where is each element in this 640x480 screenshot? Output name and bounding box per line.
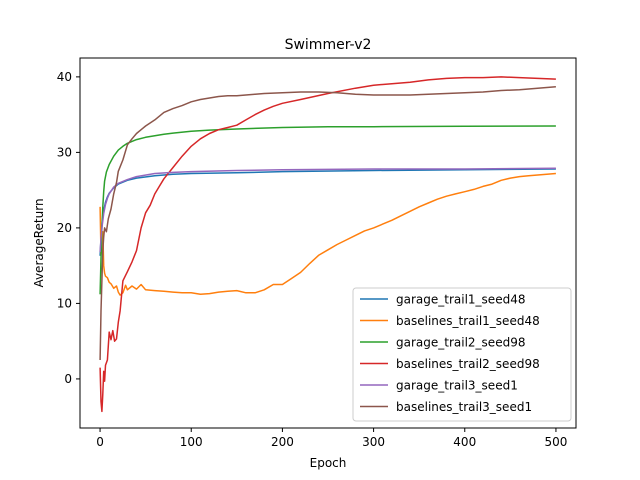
y-tick-label: 10 bbox=[57, 296, 72, 310]
legend-label: baselines_trail1_seed48 bbox=[396, 314, 540, 328]
series-line-baselines_trail1_seed48 bbox=[99, 172, 556, 296]
x-tick-label: 200 bbox=[271, 435, 294, 449]
y-tick-label: 30 bbox=[57, 145, 72, 159]
y-tick-label: 20 bbox=[57, 221, 72, 235]
y-axis: 0 10 20 30 40 bbox=[57, 70, 80, 386]
series-line-garage_trail1_seed48 bbox=[99, 168, 556, 256]
series-layer bbox=[99, 76, 556, 413]
plot-frame bbox=[79, 57, 577, 429]
legend: garage_trail1_seed48 baselines_trail1_see… bbox=[352, 287, 572, 422]
x-tick-label: 300 bbox=[362, 435, 385, 449]
legend-label: baselines_trail2_seed98 bbox=[396, 357, 540, 371]
legend-label: garage_trail2_seed98 bbox=[396, 336, 525, 350]
legend-label: garage_trail1_seed48 bbox=[396, 293, 525, 307]
series-line-garage_trail2_seed98 bbox=[99, 125, 556, 295]
x-tick-label: 100 bbox=[180, 435, 203, 449]
y-tick-label: 0 bbox=[64, 372, 72, 386]
chart-title: Swimmer-v2 bbox=[285, 37, 372, 53]
series-line-baselines_trail2_seed98 bbox=[99, 76, 556, 413]
y-axis-label: AverageReturn bbox=[32, 198, 46, 287]
series-line-garage_trail3_seed1 bbox=[99, 167, 556, 253]
x-tick-label: 0 bbox=[96, 435, 104, 449]
x-tick-label: 400 bbox=[453, 435, 476, 449]
y-tick-label: 40 bbox=[57, 70, 72, 84]
legend-label: baselines_trail3_seed1 bbox=[396, 400, 532, 414]
legend-label: garage_trail3_seed1 bbox=[396, 379, 518, 393]
legend-box bbox=[352, 287, 572, 422]
x-axis-label: Epoch bbox=[310, 456, 347, 470]
series-line-baselines_trail3_seed1 bbox=[99, 85, 556, 361]
x-tick-label: 500 bbox=[544, 435, 567, 449]
x-axis: 0 100 200 300 400 500 bbox=[96, 428, 567, 449]
